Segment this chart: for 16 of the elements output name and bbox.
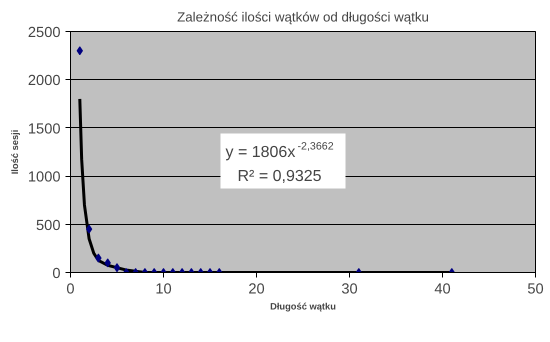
x-axis-title: Długość wątku bbox=[270, 302, 336, 312]
y-tick-label: 2000 bbox=[28, 73, 61, 90]
chart-title: Zależność ilości wątków od długości wątku bbox=[177, 10, 429, 24]
y-tick-label: 2500 bbox=[28, 25, 61, 41]
y-tick-label: 1500 bbox=[28, 121, 61, 138]
x-tick-label: 40 bbox=[434, 282, 451, 298]
x-tick-label: 0 bbox=[66, 282, 75, 298]
y-tick-label: 500 bbox=[36, 218, 61, 234]
annotation: R² = 0,9325 bbox=[238, 168, 322, 185]
x-tick-label: 10 bbox=[155, 282, 172, 298]
y-tick-label: 1000 bbox=[28, 170, 61, 186]
x-tick-label: 50 bbox=[527, 282, 544, 298]
y-axis-title: Ilość sesji bbox=[10, 130, 20, 174]
x-tick-label: 30 bbox=[341, 282, 358, 298]
y-tick-label: 0 bbox=[52, 266, 61, 282]
x-tick-label: 20 bbox=[248, 282, 265, 298]
